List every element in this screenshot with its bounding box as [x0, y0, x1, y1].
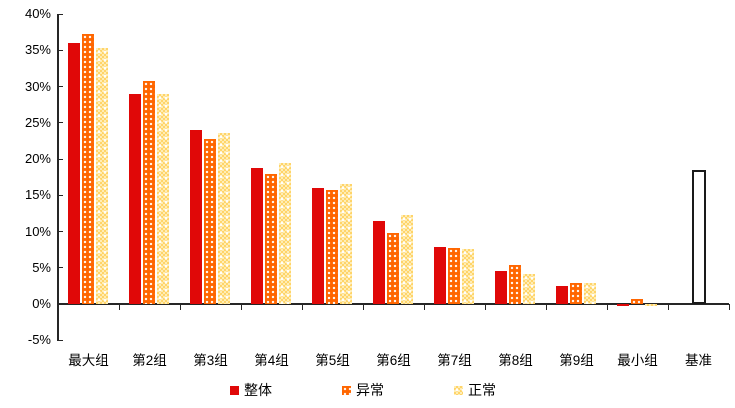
y-tick	[57, 86, 63, 87]
legend-item-整体: 整体	[230, 380, 272, 400]
bar-整体-第8组	[495, 270, 507, 304]
y-tick	[57, 49, 63, 51]
legend-swatch-icon	[342, 385, 351, 395]
y-tick-label: 5%	[32, 259, 51, 275]
bar-正常-第8组	[523, 273, 535, 304]
bar-正常-第2组	[157, 94, 169, 304]
legend-label: 正常	[468, 382, 496, 398]
chart-legend: 整体 异常 正常	[230, 380, 496, 400]
x-axis-line	[57, 303, 729, 305]
y-tick-label: 40%	[24, 6, 51, 21]
x-tick	[301, 304, 303, 310]
y-tick-label: 35%	[24, 42, 51, 58]
bar-整体-最小组	[617, 304, 629, 307]
bar-正常-第3组	[218, 132, 230, 304]
y-tick	[57, 194, 63, 196]
y-tick	[57, 231, 63, 232]
legend-item-异常: 异常	[342, 380, 384, 400]
x-category-label: 第3组	[193, 353, 228, 368]
x-category-label: 基准	[685, 353, 712, 368]
bar-异常-第2组	[143, 80, 155, 304]
legend-label: 整体	[244, 382, 272, 398]
x-category-label: 最小组	[617, 353, 658, 368]
y-tick-label: -5%	[27, 332, 51, 348]
bar-异常-第7组	[448, 248, 460, 304]
legend-swatch-icon	[230, 385, 239, 395]
x-tick	[606, 304, 608, 310]
x-tick	[57, 304, 59, 310]
x-category-label: 第2组	[132, 353, 167, 368]
x-category-label: 最大组	[68, 353, 109, 368]
x-tick	[484, 304, 486, 310]
x-tick	[118, 304, 120, 310]
bar-正常-最大组	[96, 48, 108, 304]
y-tick	[57, 13, 63, 15]
bar-异常-最小组	[631, 298, 643, 304]
bar-整体-第4组	[251, 167, 263, 304]
y-tick-label: 25%	[24, 114, 51, 130]
x-category-label: 第6组	[376, 353, 411, 368]
bar-正常-第5组	[340, 184, 352, 304]
y-tick-label: 0%	[32, 296, 51, 311]
bar-整体-第9组	[556, 285, 568, 304]
y-tick	[57, 158, 63, 160]
y-tick	[57, 122, 63, 124]
x-tick	[362, 304, 364, 310]
bar-benchmark	[692, 169, 706, 304]
y-tick	[57, 267, 63, 269]
x-category-label: 第4组	[254, 353, 289, 368]
bar-异常-第6组	[387, 232, 399, 304]
legend-item-正常: 正常	[454, 380, 496, 400]
x-tick	[179, 304, 181, 310]
x-category-label: 第7组	[437, 353, 472, 368]
x-category-label: 第5组	[315, 353, 350, 368]
bar-异常-第8组	[509, 264, 521, 304]
x-tick	[728, 304, 730, 310]
x-tick	[423, 304, 425, 310]
bar-正常-第7组	[462, 248, 474, 304]
bar-正常-第6组	[401, 214, 413, 304]
y-tick	[57, 303, 63, 305]
legend-label: 异常	[356, 382, 384, 398]
y-tick-label: 10%	[24, 223, 51, 239]
bar-异常-第3组	[204, 138, 216, 304]
bar-整体-第5组	[312, 188, 324, 304]
x-tick	[240, 304, 242, 310]
bar-正常-第9组	[584, 282, 596, 304]
y-tick-label: 15%	[24, 187, 51, 203]
legend-swatch-icon	[454, 385, 463, 395]
bar-正常-最小组	[645, 304, 657, 307]
bar-整体-最大组	[68, 43, 80, 304]
y-tick	[57, 339, 63, 341]
bar-异常-第4组	[265, 174, 277, 304]
x-category-label: 第8组	[498, 353, 533, 368]
x-category-label: 第9组	[559, 353, 594, 368]
bar-异常-第5组	[326, 190, 338, 304]
bar-整体-第3组	[190, 130, 202, 304]
bar-正常-第4组	[279, 162, 291, 304]
y-axis-line	[57, 14, 59, 341]
bar-整体-第7组	[434, 247, 446, 304]
bar-异常-第9组	[570, 282, 582, 304]
x-tick	[545, 304, 547, 310]
bar-异常-最大组	[82, 34, 94, 304]
y-tick-label: 20%	[24, 151, 51, 166]
bar-整体-第2组	[129, 93, 141, 304]
y-tick-label: 30%	[24, 78, 51, 94]
bar-整体-第6组	[373, 221, 385, 304]
x-tick	[667, 304, 669, 310]
